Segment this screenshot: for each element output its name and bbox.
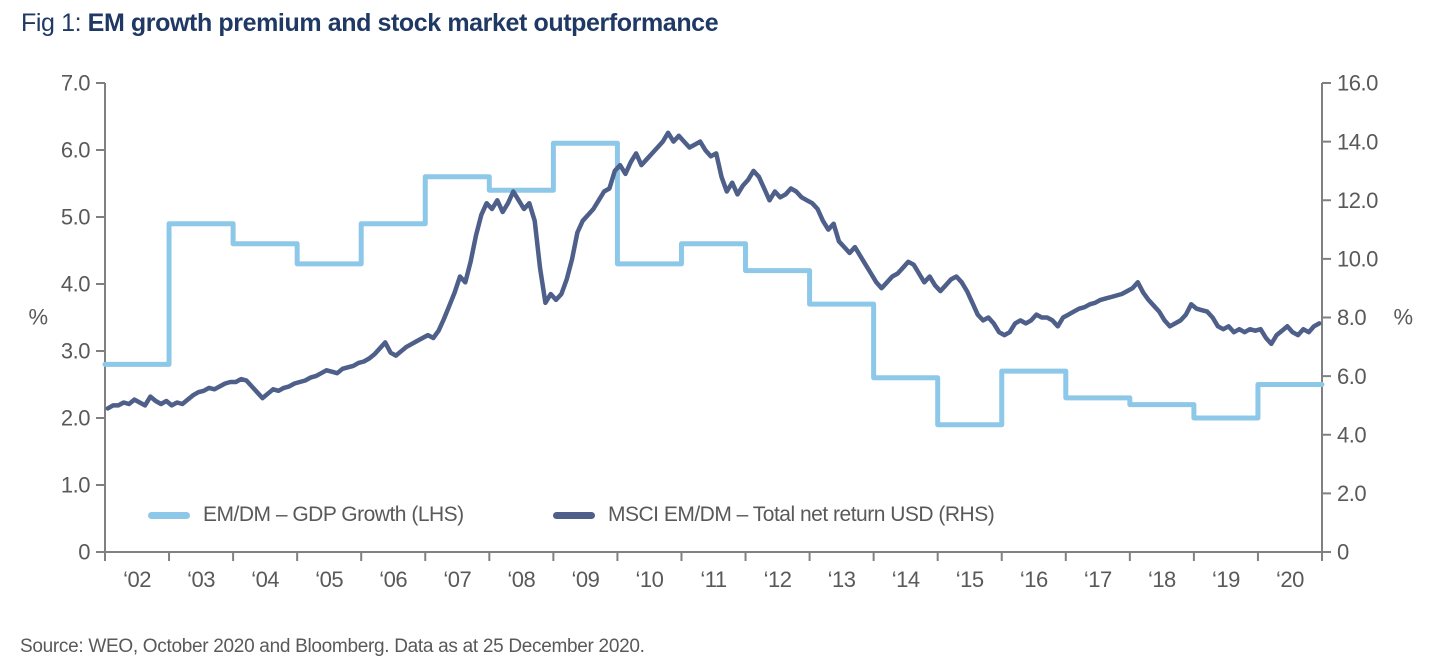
svg-text:‘20: ‘20: [1276, 567, 1304, 592]
svg-text:‘05: ‘05: [315, 567, 343, 592]
svg-text:6.0: 6.0: [1337, 364, 1366, 389]
svg-text:4.0: 4.0: [1337, 422, 1366, 447]
svg-text:1.0: 1.0: [61, 473, 90, 498]
source-note: Source: WEO, October 2020 and Bloomberg.…: [20, 636, 645, 657]
figure-title: Fig 1: EM growth premium and stock marke…: [21, 9, 719, 38]
svg-text:7.0: 7.0: [61, 71, 90, 96]
svg-text:‘19: ‘19: [1212, 567, 1240, 592]
svg-text:8.0: 8.0: [1337, 305, 1366, 330]
svg-text:‘03: ‘03: [187, 567, 215, 592]
legend-item-gdp-growth: EM/DM – GDP Growth (LHS): [148, 503, 464, 527]
svg-text:‘11: ‘11: [700, 567, 726, 592]
svg-text:‘04: ‘04: [251, 567, 279, 592]
svg-text:‘06: ‘06: [379, 567, 407, 592]
svg-text:‘02: ‘02: [123, 567, 151, 592]
figure-number: Fig 1:: [21, 9, 82, 37]
svg-text:2.0: 2.0: [61, 406, 90, 431]
legend-label-gdp-growth: EM/DM – GDP Growth (LHS): [203, 503, 464, 526]
svg-text:%: %: [1393, 305, 1412, 330]
svg-text:10.0: 10.0: [1337, 247, 1378, 272]
figure-heading: EM growth premium and stock market outpe…: [87, 9, 719, 37]
svg-text:‘18: ‘18: [1148, 567, 1176, 592]
svg-text:‘17: ‘17: [1084, 567, 1112, 592]
svg-text:‘14: ‘14: [892, 567, 920, 592]
legend-item-msci: MSCI EM/DM – Total net return USD (RHS): [553, 503, 995, 527]
svg-text:4.0: 4.0: [61, 272, 90, 297]
svg-text:3.0: 3.0: [61, 339, 90, 364]
svg-text:‘16: ‘16: [1020, 567, 1048, 592]
svg-text:0: 0: [1337, 540, 1349, 565]
msci-line-swatch: [553, 511, 595, 519]
svg-text:‘10: ‘10: [636, 567, 664, 592]
svg-text:‘08: ‘08: [507, 567, 535, 592]
legend-label-msci: MSCI EM/DM – Total net return USD (RHS): [608, 503, 995, 526]
svg-text:%: %: [28, 305, 47, 330]
gdp-line-swatch: [148, 511, 190, 519]
svg-text:‘15: ‘15: [956, 567, 984, 592]
svg-text:16.0: 16.0: [1337, 71, 1378, 96]
svg-text:5.0: 5.0: [61, 205, 90, 230]
svg-text:‘07: ‘07: [443, 567, 471, 592]
svg-text:2.0: 2.0: [1337, 481, 1366, 506]
svg-text:6.0: 6.0: [61, 138, 90, 163]
svg-text:12.0: 12.0: [1337, 188, 1378, 213]
svg-text:14.0: 14.0: [1337, 129, 1378, 154]
svg-text:‘12: ‘12: [764, 567, 792, 592]
svg-text:‘13: ‘13: [828, 567, 856, 592]
svg-text:‘09: ‘09: [571, 567, 599, 592]
chart-canvas: 7.0 6.0 5.0 4.0 3.0 2.0 1.0 0 16.0 14.0 12.0 10.0 8.…: [28, 71, 1413, 592]
svg-text:0: 0: [78, 540, 90, 565]
